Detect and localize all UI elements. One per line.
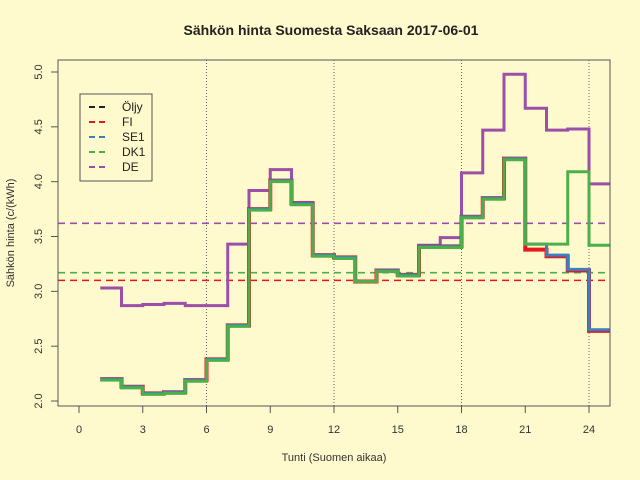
x-tick-label: 18 — [455, 424, 467, 436]
legend-label: DK1 — [122, 145, 146, 159]
x-tick-label: 9 — [267, 424, 273, 436]
y-tick-label: 3.0 — [33, 284, 45, 299]
x-tick-label: 0 — [76, 424, 82, 436]
legend-label: SE1 — [122, 130, 145, 144]
y-tick-label: 2.0 — [33, 393, 45, 408]
mean-lines — [58, 222, 610, 282]
plot-area — [57, 59, 611, 407]
series-lines — [100, 72, 610, 396]
y-axis-label: Sähkön hinta (c/(kWh) — [5, 179, 17, 288]
legend-label: Öljy — [122, 100, 143, 114]
y-tick-label: 3.5 — [33, 229, 45, 244]
legend-label: FI — [122, 115, 133, 129]
series-dk1 — [100, 158, 610, 396]
legend-label: DE — [122, 160, 139, 174]
x-axis-label: Tunti (Suomen aikaa) — [282, 452, 387, 464]
chart-title: Sähkön hinta Suomesta Saksaan 2017-06-01 — [184, 22, 479, 38]
x-tick-label: 12 — [328, 424, 340, 436]
x-axis: 0 3 6 9 12 15 18 21 24 — [76, 405, 595, 436]
y-tick-label: 4.0 — [33, 174, 45, 189]
vertical-gridlines — [206, 60, 590, 406]
x-tick-label: 3 — [140, 424, 146, 436]
y-axis: 2.0 2.5 3.0 3.5 4.0 4.5 5.0 — [33, 64, 59, 409]
x-tick-label: 24 — [583, 424, 595, 436]
y-tick-label: 5.0 — [33, 64, 45, 79]
x-tick-label: 21 — [519, 424, 531, 436]
y-tick-label: 2.5 — [33, 339, 45, 354]
x-tick-label: 15 — [392, 424, 404, 436]
x-tick-label: 6 — [203, 424, 209, 436]
y-tick-label: 4.5 — [33, 119, 45, 134]
